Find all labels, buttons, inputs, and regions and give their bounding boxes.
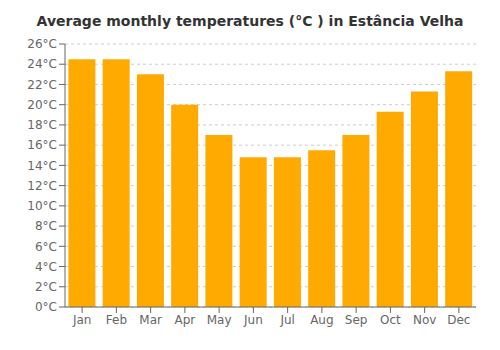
svg-text:12°C: 12°C bbox=[27, 179, 57, 193]
html-text:Average monthly temperatures (: Average monthly temperatures (°C ) in Es… bbox=[36, 13, 464, 29]
svg-text:6°C: 6°C bbox=[35, 240, 57, 254]
svg-text:14°C: 14°C bbox=[27, 159, 57, 173]
svg-text:Sep: Sep bbox=[345, 313, 368, 327]
svg-text:2°C: 2°C bbox=[35, 280, 57, 294]
svg-text:Apr: Apr bbox=[174, 313, 195, 327]
svg-text:26°C: 26°C bbox=[27, 37, 57, 51]
svg-text:20°C: 20°C bbox=[27, 98, 57, 112]
svg-text:0°C: 0°C bbox=[35, 300, 57, 314]
svg-text:Aug: Aug bbox=[310, 313, 333, 327]
svg-text:Jan: Jan bbox=[72, 313, 92, 327]
svg-text:Feb: Feb bbox=[106, 313, 127, 327]
svg-text:Nov: Nov bbox=[413, 313, 436, 327]
svg-text:Oct: Oct bbox=[380, 313, 401, 327]
svg-text:Dec: Dec bbox=[447, 313, 470, 327]
svg-text:Mar: Mar bbox=[139, 313, 162, 327]
svg-text:4°C: 4°C bbox=[35, 260, 57, 274]
svg-text:Jul: Jul bbox=[279, 313, 294, 327]
svg-text:24°C: 24°C bbox=[27, 57, 57, 71]
svg-text:16°C: 16°C bbox=[27, 138, 57, 152]
svg-text:May: May bbox=[207, 313, 232, 327]
svg-text:8°C: 8°C bbox=[35, 219, 57, 233]
svg-text:Jun: Jun bbox=[243, 313, 263, 327]
svg-text:18°C: 18°C bbox=[27, 118, 57, 132]
svg-text:10°C: 10°C bbox=[27, 199, 57, 213]
svg-text:22°C: 22°C bbox=[27, 78, 57, 92]
